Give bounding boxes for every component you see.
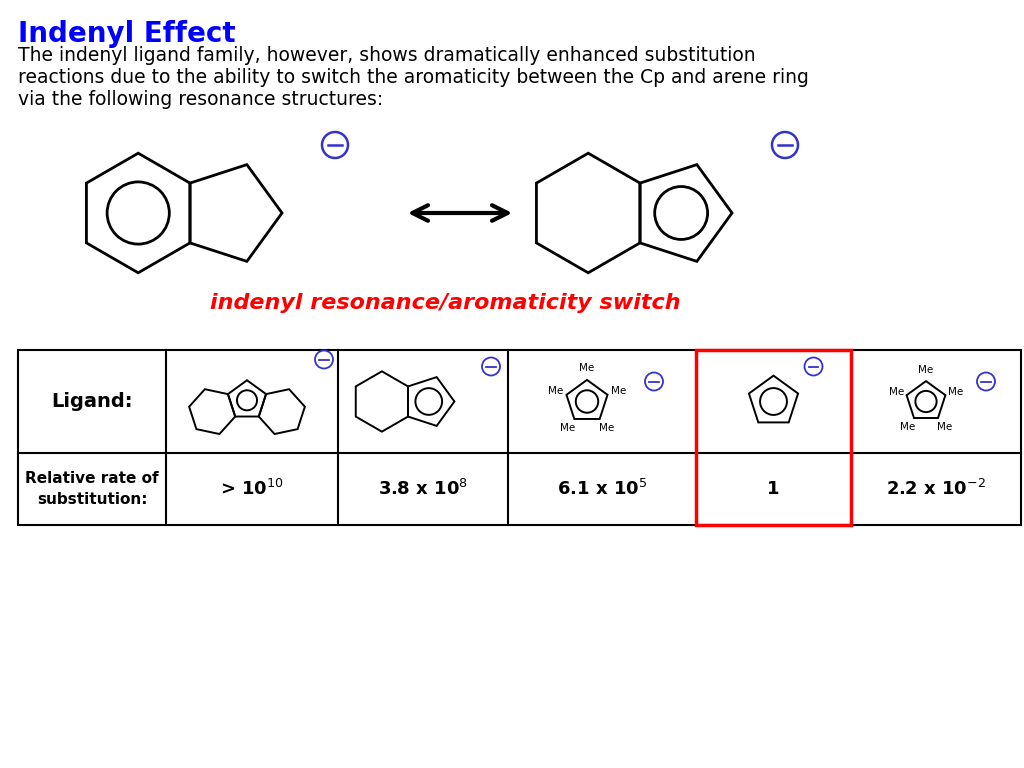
Text: Relative rate of
substitution:: Relative rate of substitution:: [26, 471, 159, 507]
Text: Me: Me: [580, 363, 595, 373]
Text: Me: Me: [611, 386, 626, 396]
Text: > 10$^{10}$: > 10$^{10}$: [220, 479, 284, 499]
Text: Me: Me: [599, 423, 614, 433]
Bar: [18, 350, 1021, 525]
Text: reactions due to the ability to switch the aromaticity between the Cp and arene : reactions due to the ability to switch t…: [18, 68, 809, 87]
Text: 6.1 x 10$^{5}$: 6.1 x 10$^{5}$: [557, 479, 647, 499]
Text: 1: 1: [767, 480, 779, 498]
Text: Me: Me: [889, 387, 904, 397]
Text: The indenyl ligand family, however, shows dramatically enhanced substitution: The indenyl ligand family, however, show…: [18, 46, 756, 65]
Text: Me: Me: [548, 386, 563, 396]
Text: Me: Me: [900, 422, 915, 432]
Text: Ligand:: Ligand:: [51, 392, 133, 411]
Text: 3.8 x 10$^{8}$: 3.8 x 10$^{8}$: [378, 479, 468, 499]
Text: Me: Me: [937, 422, 952, 432]
Text: via the following resonance structures:: via the following resonance structures:: [18, 90, 383, 109]
Text: Me: Me: [919, 366, 934, 376]
Text: indenyl resonance/aromaticity switch: indenyl resonance/aromaticity switch: [210, 293, 681, 313]
Text: Me: Me: [560, 423, 575, 433]
Bar: [696, 350, 851, 525]
Text: Me: Me: [948, 387, 964, 397]
Text: 2.2 x 10$^{-2}$: 2.2 x 10$^{-2}$: [886, 479, 986, 499]
Text: Indenyl Effect: Indenyl Effect: [18, 20, 236, 48]
